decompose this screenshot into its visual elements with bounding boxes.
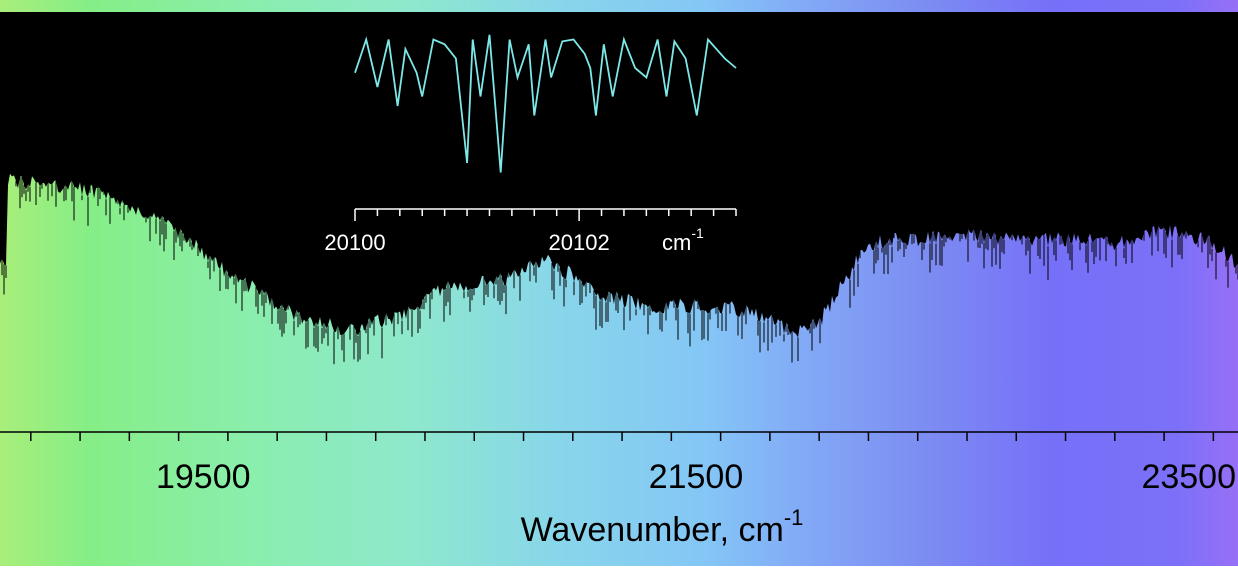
x-tick-label: 21500 xyxy=(649,458,744,496)
x-axis-label: Wavenumber, cm-1 xyxy=(521,505,804,549)
inset-x-axis: 20100 20102 xyxy=(324,208,737,255)
inset-tick-label: 20102 xyxy=(549,230,610,255)
inset-spectrum-series xyxy=(354,34,737,173)
main-x-axis: 19500 21500 23500 xyxy=(0,431,1238,496)
x-tick-label: 23500 xyxy=(1141,458,1236,496)
x-tick-label: 19500 xyxy=(156,458,251,496)
inset-x-axis-label: cm-1 xyxy=(662,225,704,255)
inset-spectrum-line xyxy=(354,34,737,173)
inset-tick-label: 20100 xyxy=(324,230,385,255)
main-spectrum-series xyxy=(0,12,1238,365)
x-axis-label-superscript: -1 xyxy=(784,505,804,530)
inset-x-axis-label-superscript: -1 xyxy=(691,225,704,241)
spectrum-absorption-fill xyxy=(0,12,1238,338)
